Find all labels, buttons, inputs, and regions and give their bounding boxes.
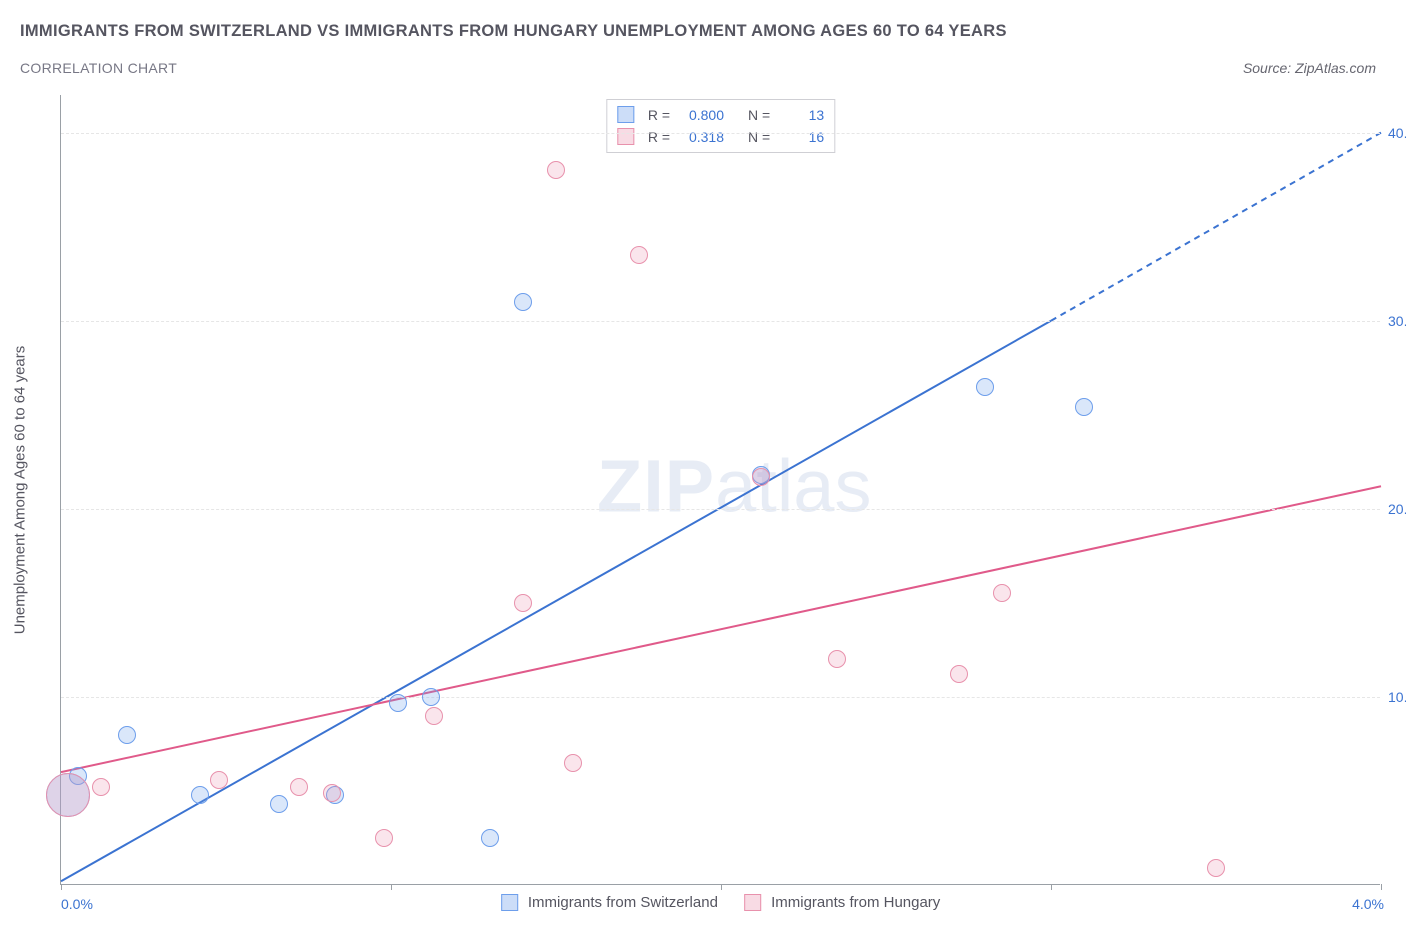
n-value-blue: 13: [778, 104, 824, 126]
y-tick-label: 10.0%: [1388, 689, 1406, 705]
legend-label: Immigrants from Switzerland: [528, 894, 718, 911]
data-point: [92, 778, 110, 796]
r-label: R =: [648, 126, 670, 148]
data-point: [514, 293, 532, 311]
n-value-pink: 16: [778, 126, 824, 148]
stat-row-blue: R = 0.800 N = 13: [617, 104, 824, 126]
data-point: [290, 778, 308, 796]
y-tick-label: 30.0%: [1388, 313, 1406, 329]
chart-subtitle: CORRELATION CHART: [20, 60, 177, 76]
n-label: N =: [748, 126, 770, 148]
data-point: [547, 161, 565, 179]
data-point: [270, 795, 288, 813]
data-point: [828, 650, 846, 668]
data-point: [1207, 859, 1225, 877]
data-point: [950, 665, 968, 683]
swatch-blue-icon: [617, 106, 634, 123]
stat-row-pink: R = 0.318 N = 16: [617, 126, 824, 148]
data-point: [752, 468, 770, 486]
chart-title: IMMIGRANTS FROM SWITZERLAND VS IMMIGRANT…: [20, 22, 1007, 41]
swatch-pink-icon: [617, 128, 634, 145]
r-value-pink: 0.318: [678, 126, 724, 148]
x-tick: [721, 884, 722, 890]
r-value-blue: 0.800: [678, 104, 724, 126]
data-point: [46, 773, 90, 817]
legend-label: Immigrants from Hungary: [771, 894, 940, 911]
trend-lines-layer: [61, 95, 1380, 884]
gridline: [61, 133, 1380, 134]
bottom-legend: Immigrants from Switzerland Immigrants f…: [501, 894, 941, 912]
x-tick: [391, 884, 392, 890]
x-tick: [1381, 884, 1382, 890]
data-point: [976, 378, 994, 396]
data-point: [630, 246, 648, 264]
gridline: [61, 509, 1380, 510]
y-axis-label: Unemployment Among Ages 60 to 64 years: [12, 346, 29, 635]
gridline: [61, 697, 1380, 698]
data-point: [993, 584, 1011, 602]
data-point: [210, 771, 228, 789]
x-axis-max-label: 4.0%: [1352, 896, 1384, 912]
swatch-pink-icon: [744, 894, 761, 911]
y-tick-label: 40.0%: [1388, 125, 1406, 141]
x-tick: [61, 884, 62, 890]
data-point: [481, 829, 499, 847]
x-tick: [1051, 884, 1052, 890]
legend-item-hungary: Immigrants from Hungary: [744, 894, 940, 912]
data-point: [514, 594, 532, 612]
data-point: [191, 786, 209, 804]
data-point: [118, 726, 136, 744]
swatch-blue-icon: [501, 894, 518, 911]
data-point: [564, 754, 582, 772]
r-label: R =: [648, 104, 670, 126]
plot-area: ZIPatlas R = 0.800 N = 13 R = 0.318 N = …: [60, 95, 1380, 885]
x-axis-min-label: 0.0%: [61, 896, 93, 912]
data-point: [425, 707, 443, 725]
data-point: [375, 829, 393, 847]
data-point: [389, 694, 407, 712]
y-tick-label: 20.0%: [1388, 501, 1406, 517]
correlation-stats-box: R = 0.800 N = 13 R = 0.318 N = 16: [606, 99, 835, 153]
watermark: ZIPatlas: [597, 443, 871, 528]
source-attribution: Source: ZipAtlas.com: [1243, 60, 1376, 76]
data-point: [1075, 398, 1093, 416]
n-label: N =: [748, 104, 770, 126]
legend-item-switzerland: Immigrants from Switzerland: [501, 894, 718, 912]
data-point: [323, 784, 341, 802]
gridline: [61, 321, 1380, 322]
data-point: [422, 688, 440, 706]
